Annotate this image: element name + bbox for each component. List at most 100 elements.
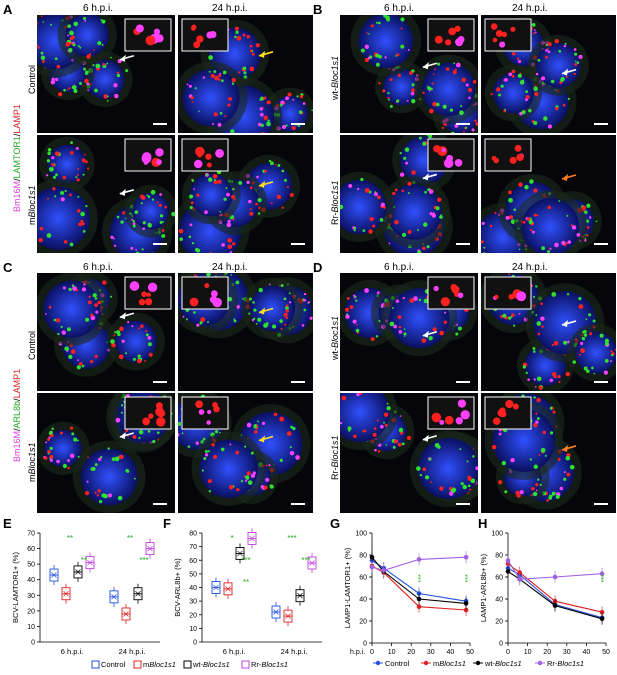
data-point	[599, 609, 605, 615]
x-tick-label: 20	[407, 649, 415, 656]
y-tick-label: 50	[27, 562, 35, 569]
x-tick-label: 0	[506, 649, 510, 656]
legend-item: Control	[91, 660, 126, 669]
data-point	[463, 601, 469, 606]
y-tick-label: 20	[189, 612, 197, 619]
x-tick-label: 24 h.p.i.	[119, 647, 146, 656]
y-axis-label: LAMP1-ARL8b+ (%)	[479, 553, 488, 622]
x-tick-label: 40	[447, 649, 455, 656]
micrograph-tile	[37, 393, 175, 513]
box-wt-Bloc1s1	[295, 585, 305, 606]
x-tick-label: 50	[466, 649, 474, 656]
x-tick-label: 10	[524, 649, 532, 656]
y-tick-label: 80	[359, 553, 367, 560]
box-wt-Bloc1s1	[73, 561, 83, 582]
x-tick-label: 20	[543, 649, 551, 656]
y-tick-label: 20	[495, 619, 503, 626]
y-tick-label: 30	[189, 599, 197, 606]
data-point	[517, 570, 523, 575]
data-point	[599, 616, 605, 622]
legend-label: Control	[101, 660, 126, 669]
data-point	[599, 571, 605, 576]
micrograph-tile	[178, 135, 313, 253]
legend-label: Rr-Bloc1s1	[547, 659, 584, 668]
y-tick-label: 50	[189, 571, 197, 578]
x-tick-label: 0	[370, 649, 374, 656]
data-point	[369, 554, 375, 560]
significance-stars: **	[67, 534, 73, 543]
significance-stars: **	[243, 578, 249, 587]
y-tick-label: 30	[27, 593, 35, 600]
micrograph-tile	[178, 15, 313, 133]
significance-stars: **	[127, 534, 133, 543]
x-tick-label: 6 h.p.i.	[223, 647, 246, 656]
legend-item: Rr-Bloc1s1	[535, 659, 584, 668]
a-col-6hpi: 6 h.p.i.	[83, 3, 114, 14]
legend-label: Control	[385, 659, 410, 668]
b-col-6hpi: 6 h.p.i.	[384, 3, 415, 14]
micrograph-tile	[37, 273, 175, 391]
data-point	[552, 603, 558, 608]
panel-label-g: G	[330, 516, 341, 531]
legend-item: wt-Bloc1s1	[183, 660, 230, 669]
micrograph-tile	[340, 273, 478, 391]
data-point	[463, 554, 469, 560]
legend-label: wt-Bloc1s1	[192, 660, 230, 669]
x-tick-label: 50	[602, 649, 610, 656]
legend-label: Rr-Bloc1s1	[251, 660, 288, 669]
micrograph-tile	[481, 393, 616, 513]
series-wt-Bloc1s1	[369, 551, 469, 610]
y-tick-label: 60	[359, 575, 367, 582]
y-tick-label: 70	[189, 544, 197, 551]
data-point	[381, 568, 387, 573]
y-tick-label: 60	[27, 546, 35, 553]
x-tick-label: 6 h.p.i.	[61, 647, 84, 656]
box-wt-Bloc1s1	[133, 583, 143, 604]
legend-item: Control	[373, 659, 410, 668]
box-Rr-Bloc1s1	[307, 552, 317, 573]
box-Control	[271, 602, 281, 623]
chart-G: 0 20 40 60 80 100 0 10 20 30 40 50 h.p.i. LAMP1-LAMTO…	[343, 531, 474, 657]
x-axis-label: h.p.i.	[350, 649, 365, 656]
data-point	[416, 596, 422, 602]
micrograph-tile	[178, 273, 313, 391]
micrograph-tile	[340, 135, 478, 253]
panel-label-a: A	[3, 2, 13, 17]
data-point	[416, 557, 422, 562]
box-mBloc1s1	[223, 578, 233, 599]
micrograph-tile	[481, 15, 616, 133]
box-mBloc1s1	[121, 603, 131, 624]
y-tick-label: 0	[193, 640, 197, 647]
chart-F: 0 10 20 30 40 50 60 70 80 BCV-ARL8b+ (%) 6 h.p.i. 2…	[173, 528, 322, 656]
y-tick-label: 0	[363, 641, 367, 648]
micrograph-tile	[178, 393, 313, 513]
chart-H: 0 20 40 60 80 100 0 10 20 30 40 50 LAMP1-ARL8b+ (%) *…	[479, 531, 610, 657]
significance-stars: ***	[241, 556, 250, 565]
d-col-24hpi: 24 h.p.i.	[512, 262, 548, 273]
x-tick-label: 24 h.p.i.	[281, 647, 308, 656]
panel-label-c: C	[3, 260, 13, 275]
y-axis-label: BCV-LAMTOR1+ (%)	[11, 552, 20, 623]
box-wt-Bloc1s1	[235, 543, 245, 564]
y-tick-label: 0	[31, 640, 35, 647]
legend-box-charts: Control mBloc1s1 wt-Bloc1s1 Rr-Bloc1s1	[91, 660, 288, 669]
microscopy-images	[37, 15, 616, 513]
box-Rr-Bloc1s1	[145, 538, 155, 559]
y-tick-label: 0	[499, 641, 503, 648]
y-tick-label: 40	[495, 597, 503, 604]
panel-label-f: F	[163, 516, 171, 531]
panel-label-d: D	[313, 260, 323, 275]
box-Rr-Bloc1s1	[85, 552, 95, 573]
legend-item: mBloc1s1	[421, 659, 466, 668]
y-tick-label: 100	[355, 531, 367, 538]
b-col-24hpi: 24 h.p.i.	[512, 3, 548, 14]
y-tick-label: 80	[189, 531, 197, 538]
series-Rr-Bloc1s1	[369, 551, 469, 577]
significance-stars: ***	[139, 556, 148, 565]
y-tick-label: 40	[359, 597, 367, 604]
y-tick-label: 10	[27, 624, 35, 631]
y-tick-label: 40	[27, 577, 35, 584]
panel-label-e: E	[3, 516, 12, 531]
y-tick-label: 60	[495, 575, 503, 582]
